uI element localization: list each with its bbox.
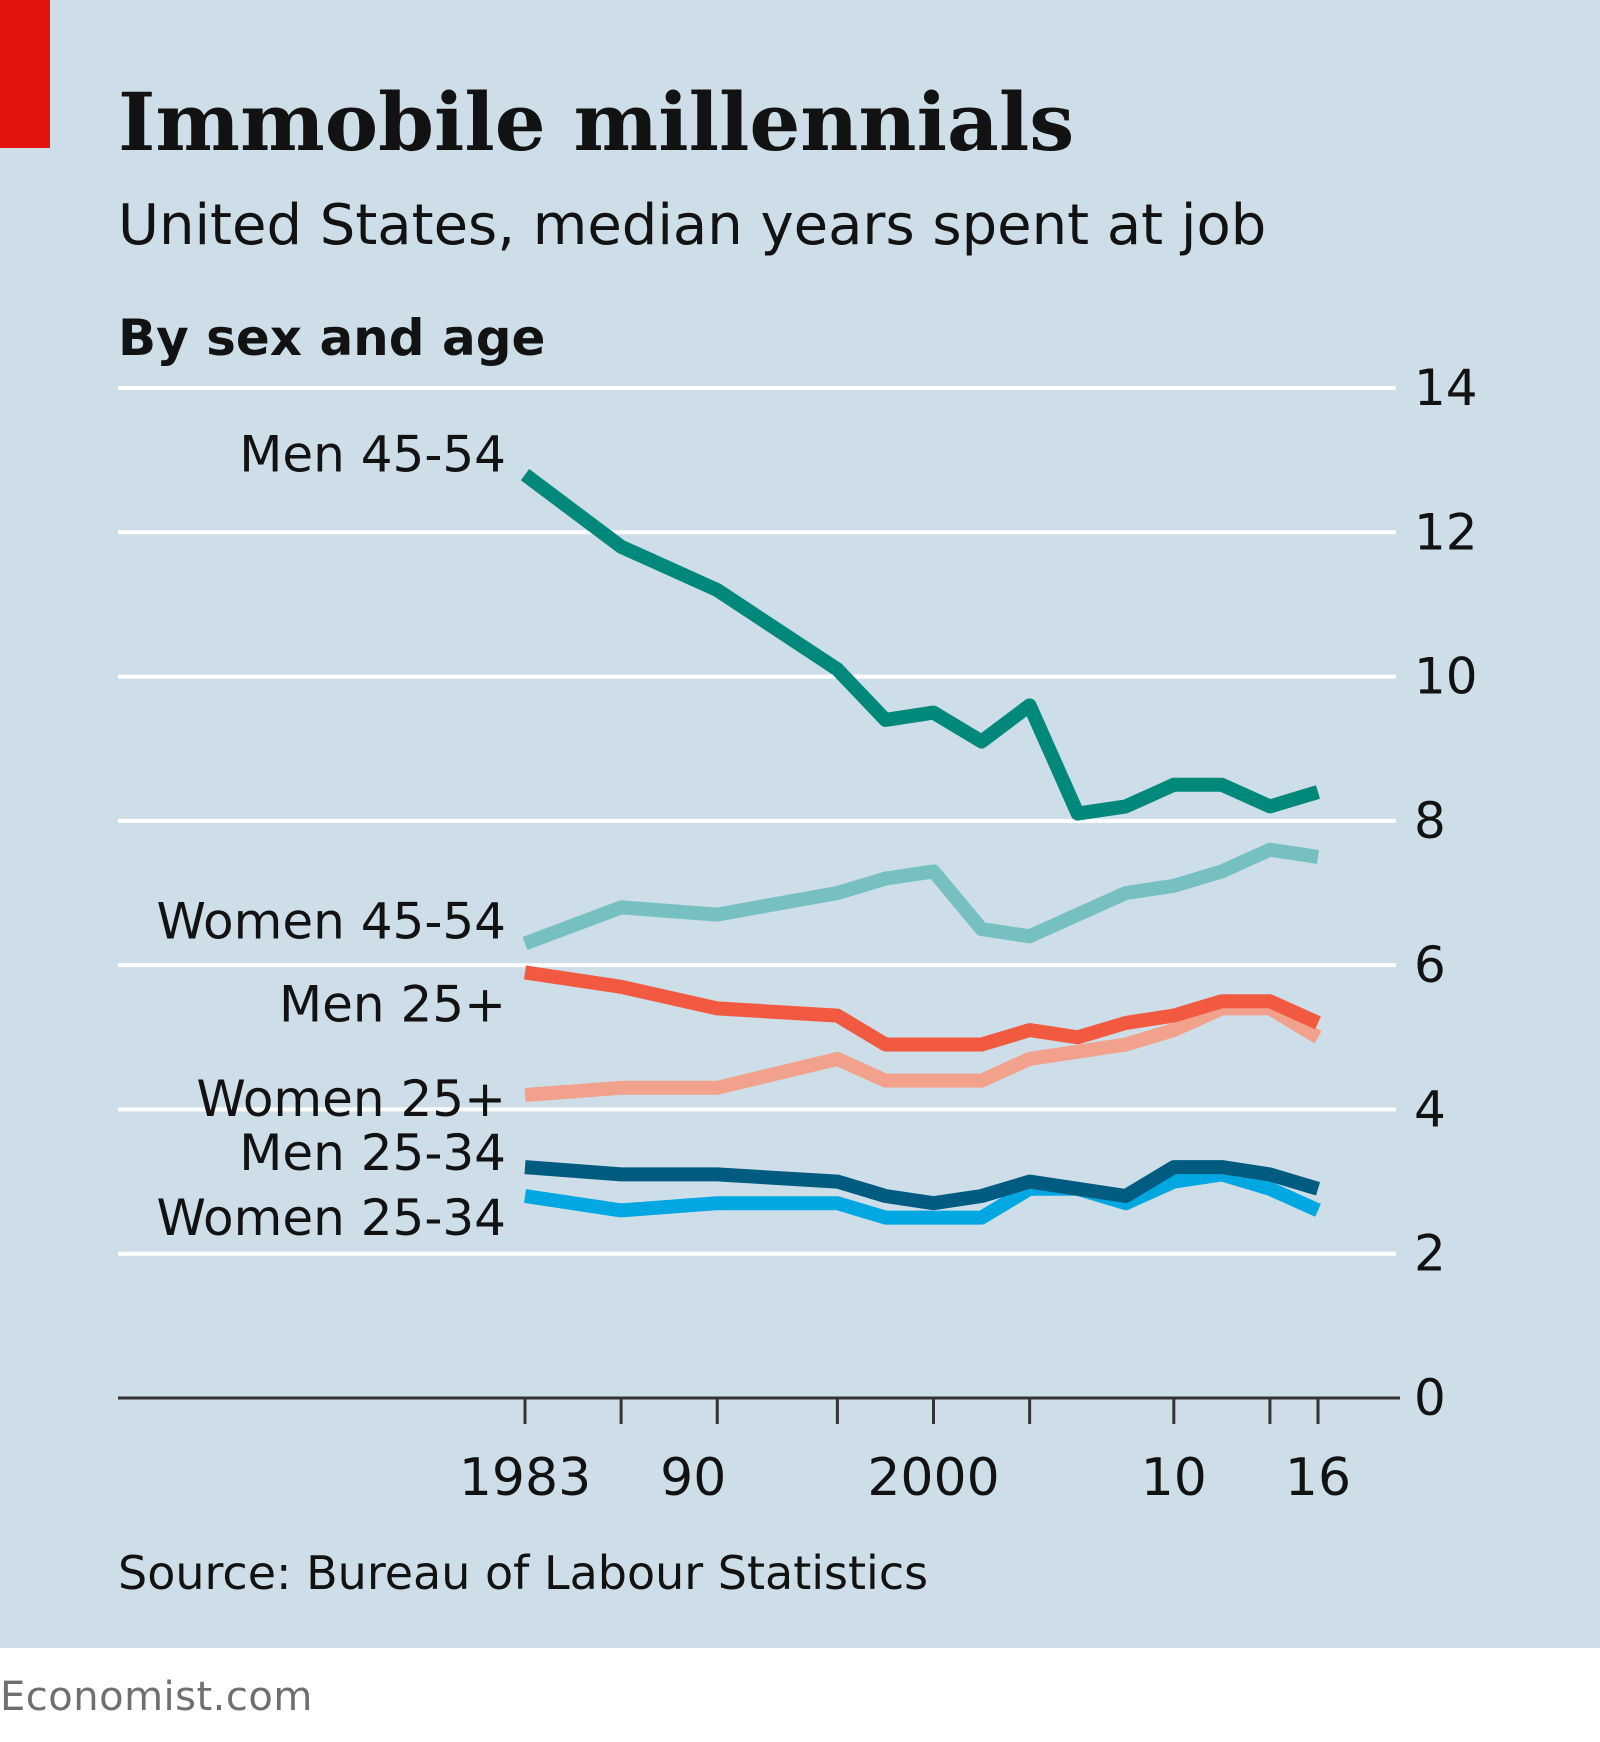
series-line-men-45-54 [520, 469, 1321, 821]
series-lines [520, 469, 1322, 1225]
x-tick-label-2016: 16 [1285, 1448, 1351, 1508]
x-tick-labels: 1983 90 2000 10 16 [459, 1448, 1351, 1508]
y-tick-label-12: 12 [1414, 503, 1478, 561]
y-tick-label-8: 8 [1414, 792, 1446, 850]
series-line-men-25 [523, 965, 1321, 1052]
y-tick-label-14: 14 [1414, 359, 1478, 417]
y-tick-labels: 0 2 4 6 8 10 12 14 [1414, 359, 1478, 1427]
series-label-women-45-54: Women 45-54 [157, 893, 506, 951]
x-tick-label-2010: 10 [1141, 1448, 1207, 1508]
chart-subtitle: United States, median years spent at job [118, 193, 1267, 258]
chart-title: Immobile millennials [118, 75, 1075, 169]
gridlines [118, 386, 1396, 1256]
y-tick-label-10: 10 [1414, 648, 1478, 706]
series-label-women-25-34: Women 25-34 [157, 1189, 506, 1247]
series-labels: Men 45-54 Women 45-54 Men 25+ Women 25+Men … [157, 426, 506, 1247]
panel-label: By sex and age [118, 309, 546, 367]
source-note: Source: Bureau of Labour Statistics [118, 1546, 929, 1600]
chart-panel [0, 0, 1600, 1648]
series-line-men-25-34 [524, 1160, 1321, 1211]
series-label-men-45-54: Men 45-54 [239, 426, 506, 484]
series-line-women-45-54 [522, 842, 1320, 951]
x-tick-label-2000: 2000 [867, 1448, 999, 1508]
x-tick-label-1983: 1983 [459, 1448, 591, 1508]
y-tick-label-6: 6 [1414, 936, 1446, 994]
x-tick-label-1990: 90 [660, 1448, 726, 1508]
brand-logo-text: Economist.com [0, 1674, 313, 1720]
x-axis [118, 1396, 1400, 1424]
series-label-women-25: Women 25+ [196, 1070, 506, 1128]
y-tick-label-0: 0 [1414, 1369, 1446, 1427]
series-line-women-25-34 [523, 1167, 1321, 1225]
series-line-women-25 [524, 1001, 1322, 1102]
series-label-men-25-34: Men 25-34 [239, 1124, 506, 1182]
y-tick-label-4: 4 [1414, 1080, 1446, 1138]
series-label-men-25: Men 25+ [279, 975, 506, 1033]
red-tag-marker [0, 0, 50, 148]
y-tick-label-2: 2 [1414, 1225, 1446, 1283]
